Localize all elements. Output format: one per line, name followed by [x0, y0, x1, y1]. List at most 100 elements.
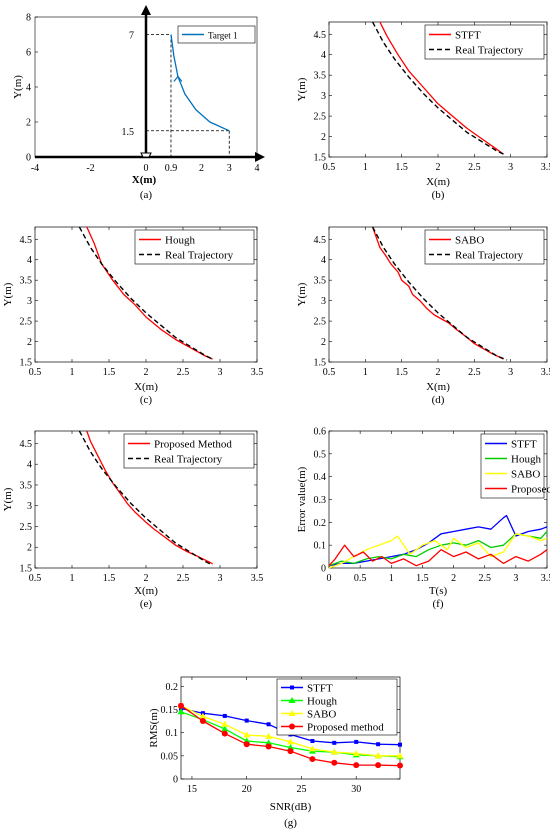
- x-tick-label: 30: [351, 784, 361, 795]
- y-tick-label: 0.05: [161, 751, 179, 762]
- y-tick-label: 0.1: [314, 541, 327, 552]
- x-axis-label: X(m): [134, 585, 158, 597]
- x-axis-arrow: [255, 152, 265, 162]
- y-tick-label: 2: [26, 118, 31, 129]
- legend-label: Hough: [165, 235, 195, 247]
- x-tick-label: 2.5: [468, 367, 481, 378]
- x-tick-label: 0: [327, 573, 332, 584]
- legend-label: SABO: [455, 235, 484, 247]
- data-point: [287, 743, 294, 750]
- y-tick-label: 4.5: [20, 439, 33, 450]
- legend-label: Real Trajectory: [165, 250, 234, 262]
- y-axis-arrow: [141, 5, 151, 15]
- y-tick-label: 0.4: [314, 472, 327, 483]
- legend-marker: [290, 685, 294, 690]
- data-point: [308, 745, 316, 752]
- x-axis-label: SNR(dB): [270, 801, 312, 813]
- y-extra-tick-label: 1.5: [122, 127, 135, 138]
- y-tick-label: 0.1: [166, 728, 179, 739]
- legend: Hough Real Trajectory: [134, 229, 255, 265]
- y-tick-label: 2: [321, 337, 326, 348]
- x-tick-label: -2: [86, 163, 94, 174]
- data-point: [199, 718, 206, 725]
- data-point: [178, 702, 184, 709]
- data-point: [331, 759, 338, 766]
- series-line-real-trajectory: [78, 430, 213, 566]
- x-tick-label: 2: [144, 367, 149, 378]
- x-tick-label: 2: [144, 573, 149, 584]
- y-tick-label: 6: [26, 48, 31, 59]
- data-point: [352, 750, 360, 756]
- x-tick-label: 1: [363, 367, 368, 378]
- x-tick-label: 0: [144, 163, 149, 174]
- x-tick-label: 2.5: [177, 367, 190, 378]
- x-tick-label: 20: [242, 784, 252, 795]
- x-tick-label: 1.5: [395, 162, 408, 173]
- y-axis-label: Y(m): [2, 487, 14, 511]
- x-tick-label: 0.5: [29, 573, 42, 584]
- y-tick-label: 3.5: [20, 276, 33, 287]
- y-tick-label: 3: [27, 296, 32, 307]
- y-tick-label: 0: [321, 564, 326, 575]
- legend-label: SABO: [511, 469, 540, 481]
- panel-caption: (g): [284, 817, 297, 829]
- y-tick-label: 2.5: [314, 317, 327, 328]
- data-point: [310, 738, 315, 743]
- y-tick-label: 4: [321, 50, 326, 61]
- x-tick-label: 0.5: [323, 162, 336, 173]
- x-tick-label: 1: [363, 162, 368, 173]
- x-tick-label: 2.5: [468, 162, 481, 173]
- y-tick-label: 3.5: [20, 480, 33, 491]
- data-point: [265, 732, 273, 739]
- x-tick-label: 3: [508, 162, 513, 173]
- data-point: [375, 762, 382, 769]
- y-tick-label: 3: [321, 91, 326, 102]
- data-point: [265, 743, 272, 750]
- data-point: [266, 722, 271, 727]
- y-tick-label: 4.5: [314, 235, 327, 246]
- y-tick-label: 0.15: [161, 705, 179, 716]
- y-tick-label: 3.5: [314, 276, 327, 287]
- y-axis-label: Y(m): [296, 282, 308, 306]
- data-point: [309, 756, 316, 763]
- x-tick-label: 2: [451, 573, 456, 584]
- legend-label: SABO: [307, 709, 336, 721]
- legend-label: STFT: [455, 30, 481, 42]
- radar-icon: [140, 152, 152, 158]
- legend-box: [123, 433, 255, 469]
- y-tick-label: 3: [321, 296, 326, 307]
- legend-label: Hough: [511, 454, 541, 466]
- x-tick-label: 2: [436, 367, 441, 378]
- legend: STFT Hough SABO Proposed: [480, 433, 550, 499]
- y-tick-label: 0: [173, 775, 178, 786]
- data-point: [397, 762, 403, 769]
- chart-panel-d: 0.5 1 1.5 2 2.5 3 3.5 1.5 2 2.5 3 3.5 4 4.5 X(m) Y(m) (d…: [296, 226, 550, 406]
- y-tick-label: 2.5: [314, 112, 327, 123]
- y-tick-label: 1.5: [20, 358, 33, 369]
- legend-box: [177, 25, 256, 44]
- legend-label: Hough: [307, 696, 337, 708]
- panel-caption: (d): [432, 394, 445, 406]
- y-tick-label: 2.5: [20, 317, 33, 328]
- data-point: [199, 712, 207, 719]
- series-line-stft: [379, 21, 504, 155]
- y-extra-tick-label: 7: [129, 31, 134, 42]
- data-point: [330, 748, 338, 755]
- y-tick-label: 4: [26, 83, 31, 94]
- legend-box: [134, 229, 255, 265]
- legend-label: Real Trajectory: [154, 454, 223, 466]
- data-point: [398, 742, 402, 747]
- legend-box: [424, 24, 545, 60]
- x-tick-label: 3.5: [541, 367, 550, 378]
- y-axis-label: RMS(m): [148, 708, 160, 747]
- x-axis-label: X(m): [134, 381, 158, 393]
- legend-label: Proposed method: [307, 722, 384, 734]
- y-tick-label: 4.5: [20, 235, 33, 246]
- y-tick-label: 0.2: [166, 682, 179, 693]
- x-tick-label: 3: [218, 367, 223, 378]
- data-point: [353, 762, 360, 769]
- y-tick-label: 0.2: [314, 518, 327, 529]
- chart-panel-e: 0.5 1 1.5 2 2.5 3 3.5 1.5 2 2.5 3 3.5 4 4.5 X(m) Y(m) (e…: [2, 430, 263, 610]
- x-tick-label: 1: [70, 367, 75, 378]
- y-tick-label: 3.5: [314, 71, 327, 82]
